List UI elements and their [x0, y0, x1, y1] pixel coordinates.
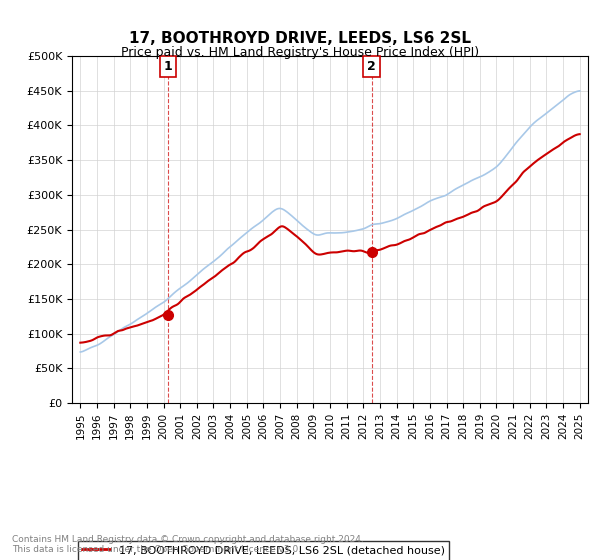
- Legend: 17, BOOTHROYD DRIVE, LEEDS, LS6 2SL (detached house), HPI: Average price, detach: 17, BOOTHROYD DRIVE, LEEDS, LS6 2SL (det…: [77, 541, 449, 560]
- Text: Price paid vs. HM Land Registry's House Price Index (HPI): Price paid vs. HM Land Registry's House …: [121, 46, 479, 59]
- Text: 17, BOOTHROYD DRIVE, LEEDS, LS6 2SL: 17, BOOTHROYD DRIVE, LEEDS, LS6 2SL: [129, 31, 471, 46]
- Text: 1: 1: [163, 60, 172, 73]
- Text: Contains HM Land Registry data © Crown copyright and database right 2024.
This d: Contains HM Land Registry data © Crown c…: [12, 535, 364, 554]
- Text: 2: 2: [367, 60, 376, 73]
